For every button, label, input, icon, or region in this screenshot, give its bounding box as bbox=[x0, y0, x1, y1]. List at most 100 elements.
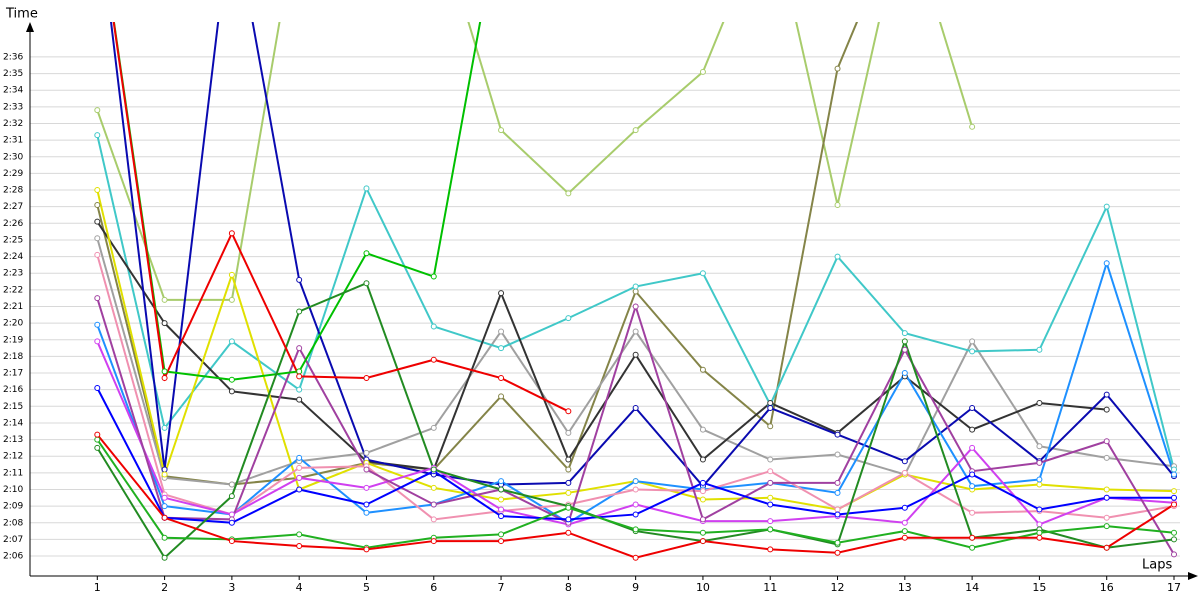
point bbox=[901, 458, 908, 465]
y-tick-label: 2:25 bbox=[3, 235, 23, 245]
point bbox=[699, 538, 706, 545]
point bbox=[767, 501, 774, 508]
point bbox=[699, 496, 706, 503]
point bbox=[1103, 260, 1110, 267]
point bbox=[565, 190, 572, 197]
y-tick-label: 2:20 bbox=[3, 319, 23, 329]
point bbox=[498, 531, 505, 538]
series-line bbox=[96, 22, 974, 301]
point bbox=[969, 426, 976, 433]
point bbox=[363, 466, 370, 473]
y-tick-label: 2:21 bbox=[3, 302, 23, 312]
x-tick-label: 11 bbox=[763, 581, 777, 594]
point bbox=[1036, 346, 1043, 353]
point bbox=[767, 494, 774, 501]
point bbox=[296, 474, 303, 481]
point bbox=[228, 338, 235, 345]
x-tick-label: 3 bbox=[228, 581, 235, 594]
y-tick-label: 2:15 bbox=[3, 402, 23, 412]
point bbox=[430, 356, 437, 363]
point bbox=[1103, 406, 1110, 413]
y-tick-label: 2:27 bbox=[3, 202, 23, 212]
point bbox=[632, 511, 639, 518]
point bbox=[430, 323, 437, 330]
point bbox=[161, 503, 168, 510]
point bbox=[363, 484, 370, 491]
point bbox=[632, 404, 639, 411]
point bbox=[1103, 544, 1110, 551]
point bbox=[498, 127, 505, 134]
point bbox=[699, 488, 706, 495]
point bbox=[498, 290, 505, 297]
point bbox=[901, 469, 908, 476]
point bbox=[1171, 471, 1177, 478]
x-tick-label: 2 bbox=[161, 581, 168, 594]
point bbox=[834, 65, 841, 72]
point bbox=[1103, 438, 1110, 445]
y-tick-label: 2:08 bbox=[3, 518, 23, 528]
point bbox=[94, 132, 101, 139]
point bbox=[1171, 536, 1177, 543]
y-tick-label: 2:14 bbox=[3, 418, 23, 428]
point bbox=[1171, 488, 1177, 495]
point bbox=[94, 444, 101, 451]
point bbox=[498, 375, 505, 382]
point bbox=[94, 107, 101, 114]
y-tick-label: 2:19 bbox=[3, 335, 23, 345]
point bbox=[296, 464, 303, 471]
point bbox=[94, 431, 101, 438]
point bbox=[296, 386, 303, 393]
point bbox=[498, 328, 505, 335]
point bbox=[228, 271, 235, 278]
point bbox=[363, 185, 370, 192]
y-tick-label: 2:16 bbox=[3, 385, 23, 395]
point bbox=[699, 270, 706, 277]
point bbox=[161, 514, 168, 521]
point bbox=[94, 321, 101, 328]
point bbox=[498, 496, 505, 503]
point bbox=[834, 539, 841, 546]
point bbox=[1103, 203, 1110, 210]
point bbox=[565, 315, 572, 322]
point bbox=[565, 456, 572, 463]
point bbox=[699, 426, 706, 433]
point bbox=[1171, 529, 1177, 536]
point bbox=[94, 338, 101, 345]
x-tick-label: 9 bbox=[632, 581, 639, 594]
x-tick-label: 14 bbox=[965, 581, 979, 594]
point bbox=[430, 466, 437, 473]
point bbox=[161, 424, 168, 431]
point bbox=[498, 478, 505, 485]
point bbox=[296, 531, 303, 538]
point bbox=[901, 338, 908, 345]
point bbox=[94, 218, 101, 225]
point bbox=[767, 423, 774, 430]
point bbox=[632, 486, 639, 493]
x-tick-label: 7 bbox=[498, 581, 505, 594]
y-tick-label: 2:28 bbox=[3, 186, 23, 196]
point bbox=[699, 366, 706, 373]
point bbox=[296, 396, 303, 403]
y-tick-label: 2:36 bbox=[3, 52, 23, 62]
point bbox=[565, 466, 572, 473]
point bbox=[1103, 486, 1110, 493]
y-tick-label: 2:10 bbox=[3, 485, 23, 495]
point bbox=[969, 509, 976, 516]
point bbox=[901, 528, 908, 535]
point bbox=[969, 338, 976, 345]
point bbox=[296, 308, 303, 315]
point bbox=[498, 538, 505, 545]
point bbox=[1036, 476, 1043, 483]
point bbox=[296, 454, 303, 461]
point bbox=[161, 466, 168, 473]
x-tick-label: 1 bbox=[94, 581, 101, 594]
point bbox=[161, 534, 168, 541]
point bbox=[901, 534, 908, 541]
series-line bbox=[96, 22, 859, 486]
point bbox=[565, 479, 572, 486]
point bbox=[94, 295, 101, 302]
point bbox=[161, 494, 168, 501]
point bbox=[901, 504, 908, 511]
point bbox=[767, 546, 774, 553]
point bbox=[632, 351, 639, 358]
